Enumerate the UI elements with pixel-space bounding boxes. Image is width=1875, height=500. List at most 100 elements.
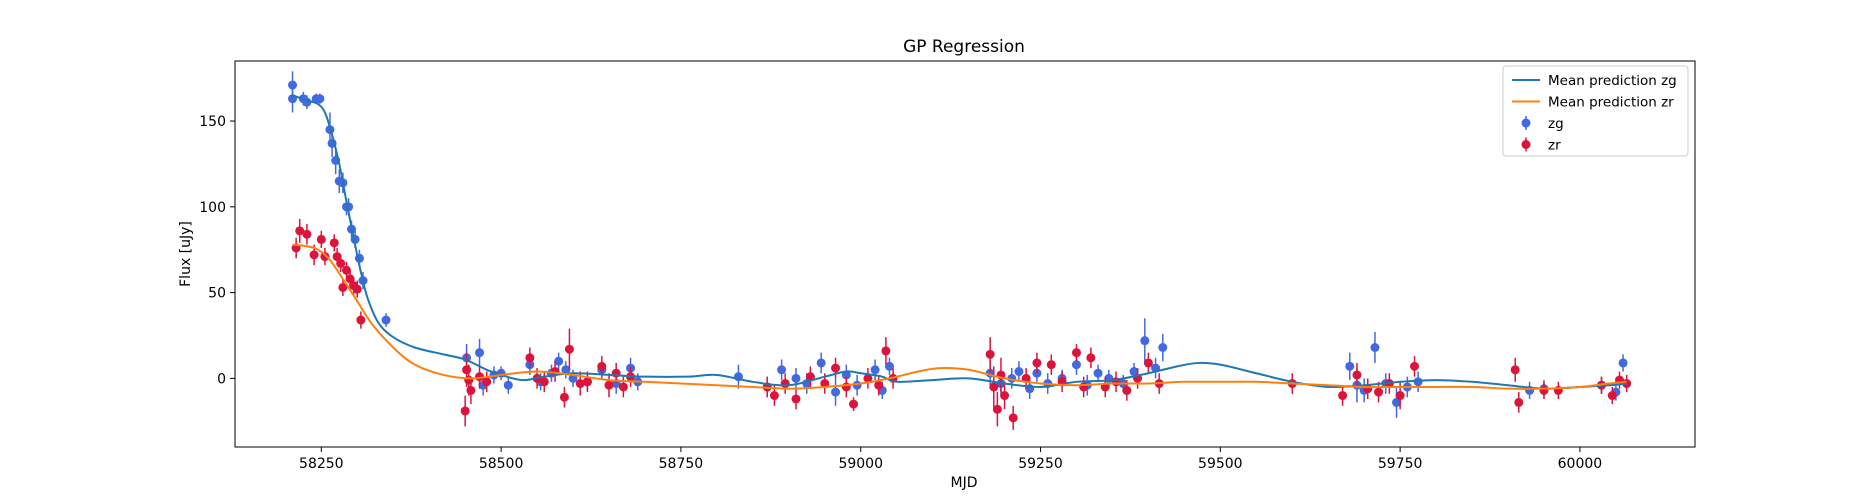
- line-mean-prediction-zg: [292, 94, 1627, 390]
- data-point: [1140, 336, 1150, 346]
- data-point: [332, 252, 342, 262]
- x-tick-label: 59250: [1018, 456, 1063, 472]
- data-point: [1607, 391, 1617, 401]
- legend-entry-label: zg: [1548, 116, 1564, 132]
- data-point: [464, 375, 474, 385]
- chart-title: GP Regression: [903, 37, 1025, 57]
- y-tick-label: 100: [199, 200, 226, 216]
- data-point: [315, 94, 325, 104]
- series-zr: [291, 218, 1632, 430]
- data-point: [554, 356, 564, 366]
- data-point: [769, 391, 779, 401]
- data-point: [1046, 360, 1056, 370]
- data-point: [539, 377, 549, 387]
- data-point: [884, 361, 894, 371]
- data-point: [870, 365, 880, 375]
- data-point: [1158, 342, 1168, 352]
- data-point: [791, 373, 801, 383]
- data-point: [338, 282, 348, 292]
- legend-entry-label: Mean prediction zr: [1548, 95, 1674, 111]
- data-point: [816, 358, 826, 368]
- data-point: [777, 365, 787, 375]
- data-point: [1352, 370, 1362, 380]
- data-point: [1079, 382, 1089, 392]
- data-point: [992, 404, 1002, 414]
- data-point: [352, 284, 362, 294]
- data-point: [309, 250, 319, 260]
- data-point: [1338, 391, 1348, 401]
- data-point: [345, 274, 355, 284]
- data-point: [564, 344, 574, 354]
- x-tick-label: 59000: [838, 456, 883, 472]
- data-point: [849, 399, 859, 409]
- data-point: [1410, 361, 1420, 371]
- data-point: [791, 394, 801, 404]
- data-point: [618, 382, 628, 392]
- x-tick-label: 58250: [299, 456, 344, 472]
- legend-entry-label: zr: [1548, 138, 1561, 154]
- data-point: [1122, 385, 1132, 395]
- data-point: [1143, 358, 1153, 368]
- legend-marker-swatch: [1521, 140, 1531, 149]
- data-point: [482, 377, 492, 387]
- data-point: [503, 380, 513, 390]
- x-tick-label: 59500: [1198, 456, 1243, 472]
- y-tick-label: 150: [199, 114, 226, 130]
- data-point: [1071, 348, 1081, 358]
- data-point: [559, 392, 569, 402]
- plot-area: [288, 71, 1632, 430]
- data-point: [1071, 360, 1081, 370]
- data-point: [1392, 397, 1402, 407]
- x-axis: 58250 58500 58750 59000 59250 59500 59750 60000: [299, 447, 1602, 472]
- data-point: [1514, 397, 1524, 407]
- data-point: [462, 365, 472, 375]
- data-point: [820, 379, 830, 389]
- line-mean-prediction-zr: [292, 243, 1627, 390]
- legend: Mean prediction zg Mean prediction zr zg zr: [1502, 65, 1689, 157]
- data-point: [466, 385, 476, 395]
- data-point: [336, 258, 346, 268]
- x-tick-label: 58500: [479, 456, 524, 472]
- data-point: [356, 315, 366, 325]
- data-point: [1539, 385, 1549, 395]
- data-point: [780, 379, 790, 389]
- x-tick-label: 58750: [659, 456, 704, 472]
- data-point: [841, 382, 851, 392]
- legend-entry-label: Mean prediction zg: [1548, 73, 1677, 89]
- data-point: [863, 373, 873, 383]
- data-point: [985, 349, 995, 359]
- data-point: [1345, 361, 1355, 371]
- data-point: [1395, 391, 1405, 401]
- y-axis-label: Flux [uJy]: [178, 221, 194, 287]
- data-point: [1374, 387, 1384, 397]
- data-point: [561, 365, 571, 375]
- data-point: [1000, 391, 1010, 401]
- y-tick-label: 0: [217, 371, 226, 387]
- data-point: [582, 377, 592, 387]
- y-axis: 0 50 100 150: [199, 114, 235, 387]
- data-point: [381, 315, 391, 325]
- data-point: [302, 229, 312, 239]
- plot-frame: [234, 60, 1696, 448]
- y-tick-label: 50: [208, 286, 226, 302]
- data-point: [575, 379, 585, 389]
- data-point: [881, 346, 891, 356]
- data-point: [329, 238, 339, 248]
- legend-marker-swatch: [1521, 118, 1531, 128]
- data-point: [525, 353, 535, 363]
- data-point: [831, 363, 841, 373]
- data-point: [1510, 365, 1520, 375]
- data-point: [805, 372, 815, 382]
- data-point: [874, 380, 884, 390]
- data-point: [475, 348, 485, 358]
- x-tick-label: 59750: [1378, 456, 1423, 472]
- data-point: [831, 387, 841, 397]
- data-point: [597, 361, 607, 371]
- data-point: [1618, 358, 1628, 368]
- data-point: [1370, 342, 1380, 352]
- data-point: [989, 382, 999, 392]
- data-point: [1093, 368, 1103, 378]
- x-axis-label: MJD: [951, 475, 978, 491]
- data-point: [604, 380, 614, 390]
